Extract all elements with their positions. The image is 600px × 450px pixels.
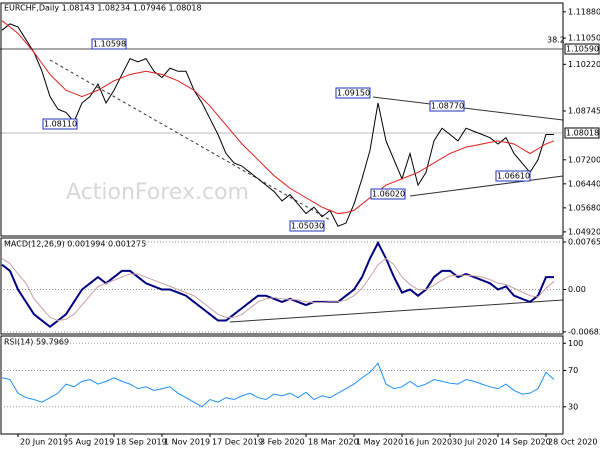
price-box	[564, 127, 600, 139]
x-tick-label: 17 Dec 2019	[212, 438, 263, 447]
price-box	[564, 43, 600, 55]
rsi-title: RSI(14) 59.7969	[4, 338, 69, 347]
x-tick-label: 5 Aug 2019	[68, 438, 114, 447]
annotation: 1.06610	[497, 172, 530, 181]
label-box	[370, 188, 406, 200]
panel-frame	[0, 335, 564, 435]
label-box	[42, 118, 78, 130]
x-tick-label: 1 Nov 2019	[164, 438, 210, 447]
annotation: 1.06020	[372, 190, 405, 199]
y-tick-label: 100	[568, 339, 583, 348]
label-box	[429, 100, 465, 112]
series-line	[1, 257, 555, 322]
y-tick-label: 0.00	[568, 285, 586, 294]
y-tick-label: 1.04920	[568, 227, 600, 236]
y-tick-label: 1.10220	[568, 60, 600, 69]
x-tick-label: 14 Sep 2020	[500, 438, 551, 447]
panel-frame	[0, 2, 564, 237]
y-tick-label: 1.05680	[568, 203, 600, 212]
x-tick-label: 18 Mar 2020	[308, 438, 359, 447]
series-line	[1, 362, 555, 408]
y-tick-label: 0.007655	[568, 238, 600, 247]
annotation: 1.09150	[337, 89, 370, 98]
y-tick-label: 1.11050	[568, 34, 600, 43]
label-box	[495, 170, 531, 182]
chart-title: EURCHF,Daily 1.08143 1.08234 1.07946 1.0…	[4, 4, 202, 13]
y-tick-label: 1.07200	[568, 155, 600, 164]
x-tick-label: 18 Sep 2019	[116, 438, 167, 447]
trend-line	[409, 175, 564, 197]
x-tick-label: 16 Jun 2020	[404, 438, 452, 447]
x-tick-label: 28 Oct 2020	[548, 438, 597, 447]
annotation: 1.08770	[431, 102, 464, 111]
label-box	[335, 87, 371, 99]
label-box	[91, 38, 127, 50]
annotation: 1.08110	[44, 120, 77, 129]
series-line	[1, 240, 554, 329]
annotation: 38.2	[547, 36, 565, 45]
y-tick-label: -0.006822	[568, 327, 600, 336]
trend-line	[229, 299, 564, 323]
annotation: 1.10598	[93, 40, 126, 49]
macd-title: MACD(12,26,9) 0.001994 0.001275	[4, 240, 146, 249]
x-tick-label: 1 May 2020	[356, 438, 403, 447]
trend-line	[372, 96, 564, 121]
series-line	[1, 20, 555, 215]
panel-frame	[0, 237, 564, 335]
y-tick-label: 1.06440	[568, 179, 600, 188]
annotation: 1.08018	[566, 129, 599, 138]
annotation: 1.05030	[291, 222, 324, 231]
x-tick-label: 20 Jun 2019	[20, 438, 68, 447]
x-tick-label: 30 Jul 2020	[452, 438, 497, 447]
y-tick-label: 70	[568, 366, 578, 375]
annotation: 1.10590	[566, 45, 599, 54]
y-tick-label: 1.11880	[568, 7, 600, 16]
series-line	[1, 23, 554, 227]
y-tick-label: 30	[568, 402, 578, 411]
x-tick-label: 3 Feb 2020	[260, 438, 305, 447]
label-box	[289, 220, 325, 232]
y-tick-label: 1.08745	[568, 106, 600, 115]
watermark: ActionForex.com	[66, 180, 249, 205]
